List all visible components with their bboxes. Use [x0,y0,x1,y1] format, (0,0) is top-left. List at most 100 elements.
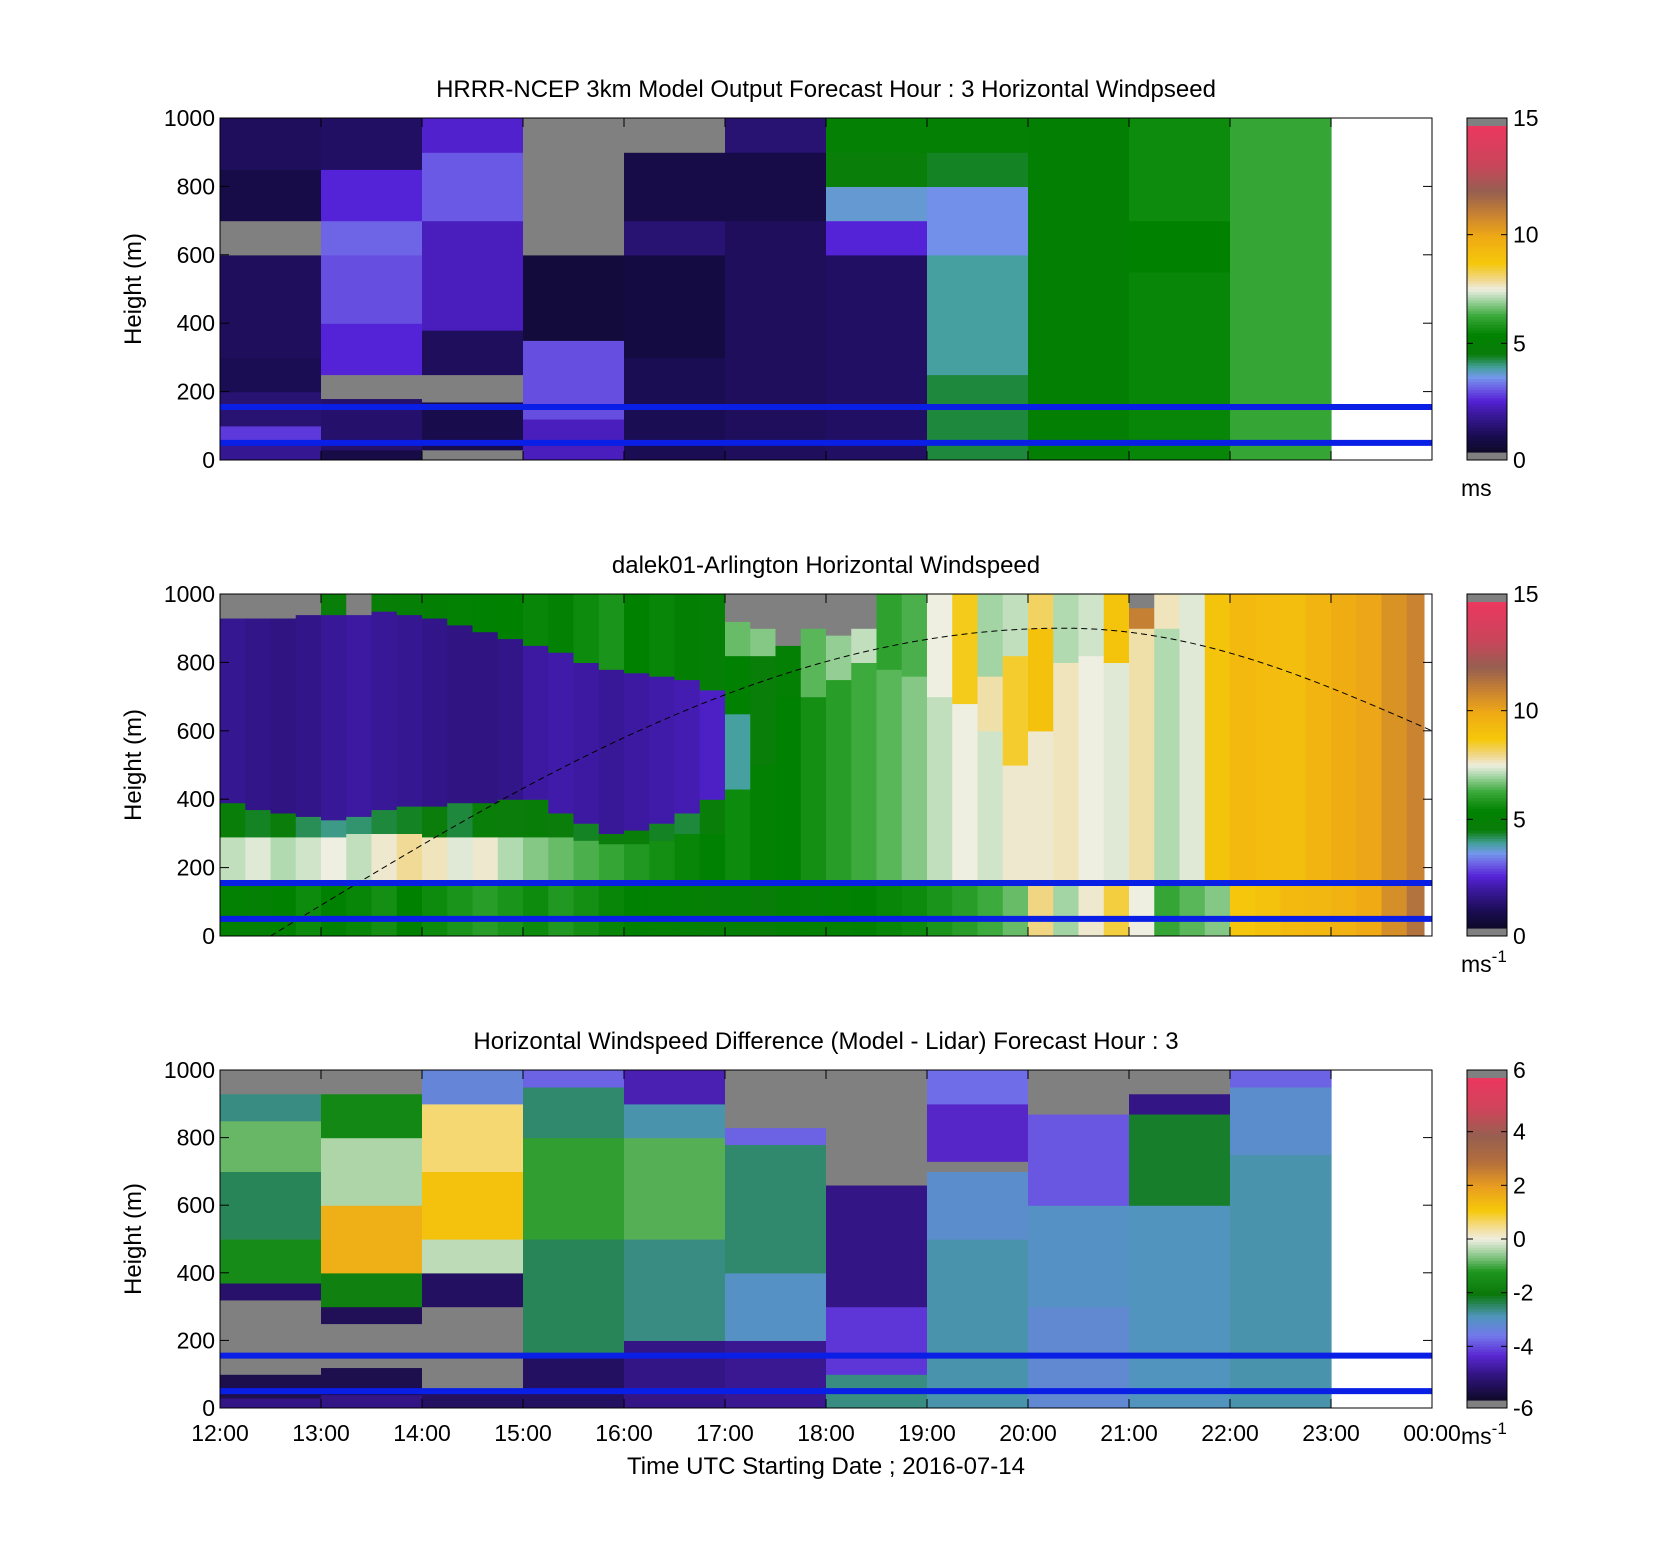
colorbar-swatch [1467,411,1507,415]
heatmap-cell [321,881,347,936]
heatmap-cell [321,374,423,400]
colorbar-swatch [1467,221,1507,225]
colorbar-underflow [1467,452,1507,460]
colorbar-swatch [1467,202,1507,206]
colorbar-swatch [1467,308,1507,312]
heatmap-cell [220,1397,322,1408]
colorbar-swatch [1467,895,1507,899]
heatmap-cell [1179,594,1206,882]
heatmap-cell [472,631,499,804]
colorbar-swatch [1467,430,1507,434]
heatmap-cell [1280,594,1307,882]
panel-lidar-yticks: 0 200 400 600 800 1000 [164,581,1432,949]
heatmap-cell [270,836,297,882]
colorbar-swatch [1467,1386,1507,1390]
colorbar-swatch [1467,843,1507,848]
colorbar-swatch [1467,1249,1507,1254]
colorbar-swatch [1467,1236,1507,1240]
colorbar-swatch [1467,367,1507,372]
heatmap-cell [1129,1070,1231,1095]
heatmap-cell [220,1239,322,1284]
colorbar-swatch [1467,1255,1507,1259]
colorbar-swatch [1467,1289,1507,1294]
colorbar-swatch [1467,819,1507,823]
heatmap-cell [775,881,802,936]
colorbar-swatch [1467,713,1507,717]
colorbar-swatch [1467,914,1507,918]
heatmap-cell [422,152,524,222]
y-tick-label: 400 [177,786,215,812]
colorbar-swatch [1467,1271,1507,1275]
colorbar-swatch [1467,1145,1507,1149]
heatmap-cell [674,881,701,936]
colorbar-swatch [1467,743,1507,747]
colorbar-swatch [1467,443,1507,448]
heatmap-cell [1154,881,1181,936]
colorbar-unit: ms-1 [1461,1419,1507,1449]
colorbar-swatch [1467,185,1507,190]
heatmap-cell [851,662,878,882]
colorbar-swatch [1467,305,1507,309]
y-tick-label: 400 [177,310,215,336]
colorbar-swatch [1467,827,1507,831]
x-tick-label: 12:00 [191,1420,249,1446]
colorbar-swatch [1467,1147,1507,1152]
colorbar-tick-label: -2 [1513,1280,1533,1306]
colorbar-swatch [1467,759,1507,763]
heatmap-cell [1129,1113,1231,1206]
colorbar-swatch [1467,1381,1507,1385]
heatmap-cell [548,652,575,814]
heatmap-cell [750,628,777,657]
heatmap-cell [1002,655,1029,766]
colorbar-swatch [1467,1171,1507,1176]
heatmap-cell [725,1144,827,1274]
heatmap-cell [371,881,398,936]
colorbar-swatch [1467,351,1507,355]
panel-lidar-xticks [219,594,1433,936]
colorbar-unit: ms [1461,475,1492,501]
colorbar-swatch [1467,1188,1507,1192]
colorbar-swatch [1467,697,1507,701]
colorbar-swatch [1467,672,1507,676]
heatmap-cell [321,594,347,616]
colorbar-swatch [1467,248,1507,252]
heatmap-cell [220,881,246,936]
colorbar-swatch [1467,1247,1507,1251]
y-tick-label: 600 [177,242,215,268]
colorbar-frame [1466,117,1508,461]
heatmap-cell [1129,881,1155,936]
colorbar-swatch [1467,280,1507,285]
heatmap-cell [523,836,549,882]
colorbar-swatch [1467,199,1507,203]
colorbar-swatch [1467,1338,1507,1342]
colorbar-swatch [1467,375,1507,380]
colorbar-unit-exponent: -1 [1492,947,1507,966]
colorbar-swatch [1467,669,1507,674]
heatmap-cell [851,881,878,936]
x-tick-label: 23:00 [1302,1420,1360,1446]
colorbar-swatch [1467,604,1507,609]
colorbar-swatch [1467,835,1507,839]
heatmap-cell [851,594,878,629]
heatmap-cell [699,594,726,691]
heatmap-cell [750,594,777,629]
heatmap-cell [649,840,676,882]
heatmap-cell [447,624,474,804]
colorbar-swatch [1467,1351,1507,1355]
colorbar-swatch [1467,373,1507,377]
colorbar-swatch [1467,362,1507,366]
colorbar-swatch [1467,903,1507,907]
x-tick-label: 18:00 [797,1420,855,1446]
heatmap-cell [497,836,524,882]
colorbar-swatch [1467,1209,1507,1213]
heatmap-cell [422,1171,524,1240]
heatmap-cell [1028,881,1054,936]
colorbar-swatch [1467,1169,1507,1173]
colorbar-swatch [1467,348,1507,353]
colorbar-swatch [1467,640,1507,644]
colorbar-swatch [1467,1182,1507,1186]
heatmap-cell [649,594,676,677]
colorbar-swatch [1467,256,1507,260]
colorbar-swatch [1467,1230,1507,1235]
